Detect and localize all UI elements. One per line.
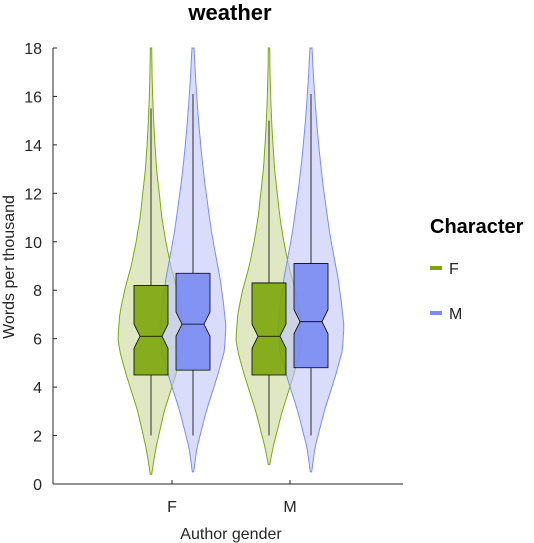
y-tick-label: 16 [24,89,42,106]
y-tick-label: 2 [33,429,42,446]
box-F-M [251,282,287,376]
legend-title: Character [430,216,524,238]
y-tick-label: 4 [33,380,42,397]
y-tick-label: 10 [24,235,42,252]
y-tick-label: 18 [24,41,42,58]
y-tick-label: 8 [33,283,42,300]
plot-area [117,47,345,475]
x-axis-title: Author gender [180,526,282,543]
legend-label-M: M [449,306,462,323]
y-axis: 0 2 4 6 8 10 12 14 16 18 [24,41,57,494]
y-tick-label: 0 [33,477,42,494]
y-tick-label: 12 [24,186,42,203]
legend-label-F: F [449,261,459,278]
x-tick-label: F [167,499,177,516]
chart-title: weather [187,0,272,25]
y-tick-label: 14 [24,138,42,155]
y-axis-title: Words per thousand [1,195,18,339]
box-M-F [175,272,211,371]
legend: Character F M [430,216,524,323]
box-M-M [293,263,329,369]
x-tick-label: M [283,499,296,516]
y-tick-label: 6 [33,332,42,349]
box-F-F [133,284,169,376]
